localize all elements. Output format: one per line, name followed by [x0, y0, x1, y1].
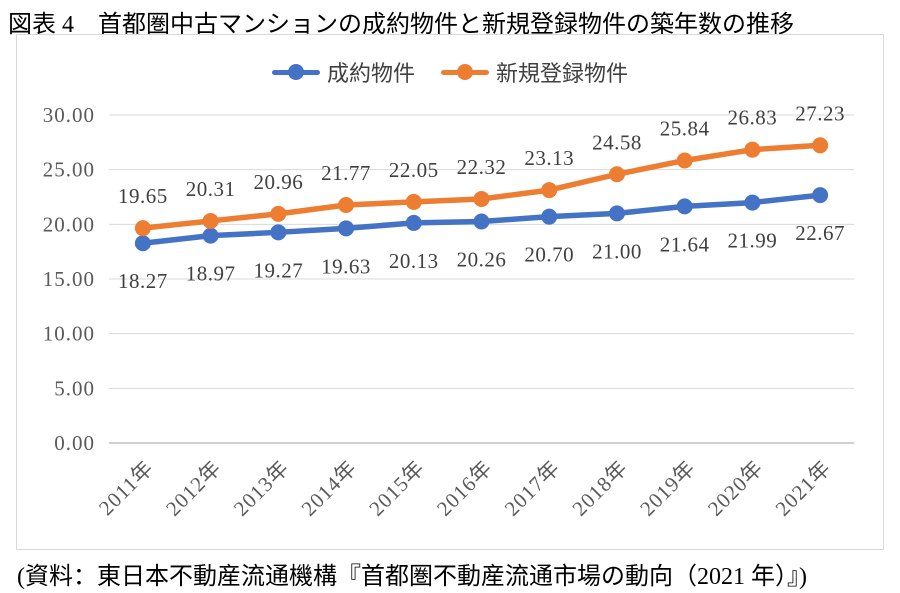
data-label: 19.63	[321, 254, 371, 278]
x-axis-tick-label: 2019年	[635, 456, 700, 521]
data-point-marker	[608, 166, 625, 183]
data-point-marker	[338, 196, 355, 213]
data-label: 20.31	[186, 177, 236, 201]
y-axis-tick-label: 20.00	[43, 212, 95, 236]
data-label: 21.99	[728, 229, 778, 253]
data-label: 19.27	[253, 258, 303, 282]
data-point-marker	[202, 227, 219, 244]
legend-line-dot-marker-orange	[441, 69, 489, 75]
data-label: 21.77	[321, 161, 371, 185]
data-label: 22.67	[795, 221, 845, 245]
data-label: 27.23	[795, 101, 845, 125]
data-label: 25.84	[660, 116, 710, 140]
data-label: 20.96	[253, 170, 303, 194]
data-point-marker	[676, 152, 693, 169]
data-label: 20.70	[524, 243, 574, 267]
data-label: 22.05	[389, 158, 439, 182]
legend-line-dot-marker-blue	[271, 69, 320, 75]
x-axis-tick-label: 2012年	[161, 456, 226, 521]
y-axis-tick-label: 30.00	[43, 103, 95, 127]
legend-item-contracted-properties: 成約物件	[271, 56, 415, 88]
data-point-marker	[134, 235, 151, 252]
y-axis-tick-label: 25.00	[43, 158, 95, 182]
data-label: 22.32	[457, 155, 507, 179]
data-point-marker	[744, 194, 761, 211]
data-label: 18.97	[186, 262, 236, 286]
data-label: 26.83	[728, 106, 778, 130]
y-axis-tick-label: 15.00	[43, 267, 95, 291]
data-label: 19.65	[118, 184, 168, 208]
data-point-marker	[744, 141, 761, 158]
data-point-marker	[541, 182, 558, 199]
x-axis-tick-label: 2013年	[229, 456, 294, 521]
y-axis-tick-label: 5.00	[54, 376, 95, 400]
data-point-marker	[134, 220, 151, 237]
x-axis-tick-label: 2021年	[771, 456, 836, 521]
data-point-marker	[608, 205, 625, 222]
x-axis-tick-label: 2018年	[567, 456, 632, 521]
data-label: 20.13	[389, 249, 439, 273]
figure-title: 図表 4 首都圏中古マンションの成約物件と新規登録物件の築年数の推移	[8, 12, 794, 38]
data-point-marker	[473, 213, 490, 230]
data-label: 18.27	[118, 269, 168, 293]
x-axis-tick-label: 2017年	[500, 456, 565, 521]
data-label: 24.58	[592, 130, 642, 154]
x-axis-tick-label: 2014年	[297, 456, 362, 521]
data-label: 21.64	[660, 232, 710, 256]
x-axis-tick-label: 2020年	[703, 456, 768, 521]
data-point-marker	[270, 205, 287, 222]
x-axis-tick-label: 2016年	[432, 456, 497, 521]
x-axis-tick-label: 2015年	[364, 456, 429, 521]
data-point-marker	[270, 224, 287, 241]
chart-legend: 成約物件 新規登録物件	[17, 56, 883, 88]
legend-label: 新規登録物件	[496, 61, 629, 86]
data-point-marker	[202, 212, 219, 229]
x-axis-tick-label: 2011年	[94, 456, 159, 521]
data-point-marker	[812, 187, 829, 204]
data-point-marker	[473, 190, 490, 207]
y-axis-tick-label: 0.00	[54, 431, 95, 455]
data-point-marker	[405, 193, 422, 210]
data-point-marker	[338, 220, 355, 237]
y-axis-tick-label: 10.00	[43, 322, 95, 346]
data-label: 23.13	[524, 146, 574, 170]
legend-item-newly-listed-properties: 新規登録物件	[441, 56, 628, 88]
data-point-marker	[541, 208, 558, 225]
chart-area: 成約物件 新規登録物件 0.00 5.00 10.00 15.00 20.00 25.00…	[16, 34, 884, 550]
data-point-marker	[405, 214, 422, 231]
data-point-marker	[812, 137, 829, 154]
data-label: 20.26	[457, 247, 507, 271]
data-point-marker	[676, 198, 693, 215]
data-label: 21.00	[592, 239, 642, 263]
source-note: (資料：東日本不動産流通機構『首都圏不動産流通市場の動向（2021 年）』)	[17, 564, 807, 590]
legend-label: 成約物件	[326, 61, 415, 86]
